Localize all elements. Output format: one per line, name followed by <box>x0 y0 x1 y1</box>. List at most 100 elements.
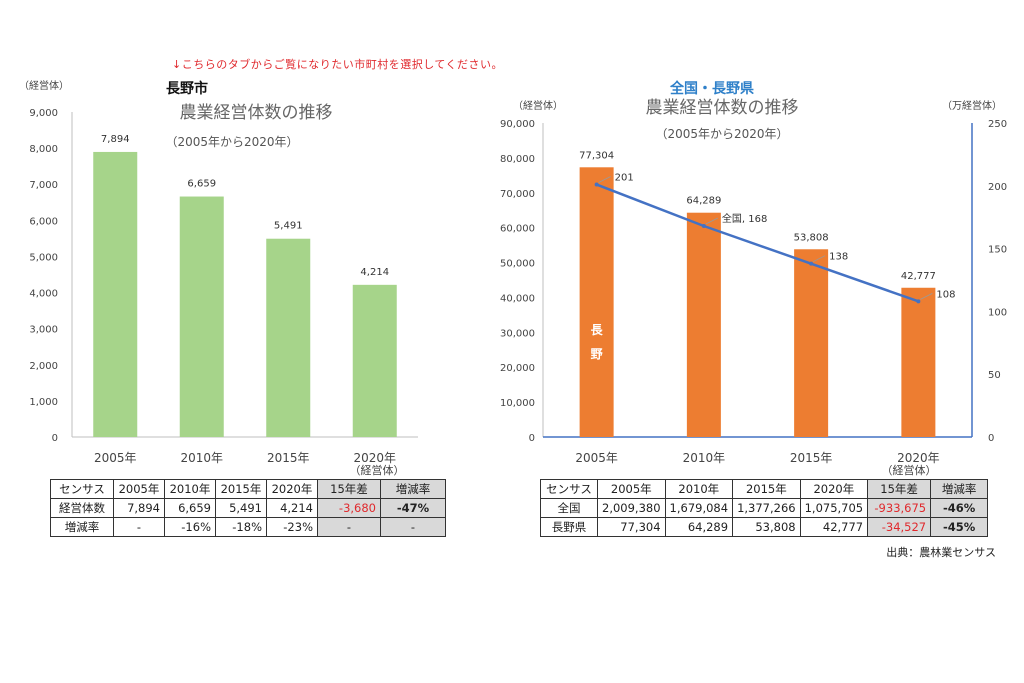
y-tick-label: 10,000 <box>500 398 535 409</box>
line-point <box>701 223 706 228</box>
leader-line <box>598 176 611 183</box>
table-row: 長野県 77,304 64,289 53,808 42,777 -34,527 … <box>540 517 989 537</box>
table-cell: -46% <box>930 498 989 518</box>
right-chart-heading: 全国・長野県 <box>670 81 754 97</box>
table-header-cell: 増減率 <box>380 479 446 499</box>
line-value-label: 138 <box>829 252 848 263</box>
y2-tick-label: 150 <box>988 245 1007 256</box>
left-data-table: センサス 2005年 2010年 2015年 2020年 15年差 増減率 経営… <box>50 479 446 537</box>
x-tick-label: 2005年 <box>575 451 618 465</box>
line-value-label: 全国, 168 <box>722 212 767 225</box>
y-tick-label: 2,000 <box>29 361 58 372</box>
table-cell: 長野県 <box>540 517 598 537</box>
line-point <box>916 299 921 304</box>
y-tick-label: 8,000 <box>29 144 58 155</box>
bar-value-label: 77,304 <box>579 150 614 161</box>
table-header-row: センサス 2005年 2010年 2015年 2020年 15年差 増減率 <box>50 479 446 499</box>
table-cell: -23% <box>266 517 318 537</box>
x-tick-label: 2020年 <box>897 451 940 465</box>
left-chart-heading: 長野市 <box>166 81 208 97</box>
y-tick-label: 20,000 <box>500 363 535 374</box>
leader-line <box>705 217 719 225</box>
table-cell: 42,777 <box>799 517 869 537</box>
y-tick-label: 5,000 <box>29 252 58 263</box>
table-header-cell: 15年差 <box>867 479 932 499</box>
table-cell: -3,680 <box>317 498 381 518</box>
bar <box>686 212 721 437</box>
table-cell: 77,304 <box>597 517 666 537</box>
line-point <box>809 261 814 266</box>
table-cell: 53,808 <box>732 517 801 537</box>
table-cell: -45% <box>930 517 989 537</box>
y2-tick-label: 100 <box>988 307 1007 318</box>
chart-subtitle: （2005年から2020年） <box>655 127 788 141</box>
y-tick-label: 0 <box>52 433 58 444</box>
y-tick-label: 7,000 <box>29 180 58 191</box>
line-value-label: 108 <box>936 289 955 300</box>
bar-value-label: 7,894 <box>101 134 130 145</box>
leader-line <box>812 255 826 263</box>
table-header-cell: 2010年 <box>164 479 216 499</box>
bar <box>794 249 829 437</box>
table-cell: 6,659 <box>164 498 216 518</box>
y-tick-label: 40,000 <box>500 293 535 304</box>
y-tick-label: 4,000 <box>29 289 58 300</box>
bar <box>179 196 224 437</box>
table-header-cell: 増減率 <box>930 479 989 499</box>
table-cell: 1,075,705 <box>799 498 869 518</box>
table-cell: 全国 <box>540 498 598 518</box>
x-axis-unit: （経営体） <box>350 463 405 477</box>
bar-value-label: 42,777 <box>901 271 936 282</box>
table-cell: -933,675 <box>867 498 932 518</box>
chart-title: 農業経営体数の推移 <box>646 98 799 118</box>
table-row: 増減率 - -16% -18% -23% - - <box>50 517 446 537</box>
line-point <box>594 182 599 187</box>
table-cell: -34,527 <box>867 517 932 537</box>
y-tick-label: 50,000 <box>500 259 535 270</box>
bar <box>579 167 614 438</box>
table-header-cell: センサス <box>540 479 598 499</box>
y-tick-label: 9,000 <box>29 108 58 119</box>
table-row: 経営体数 7,894 6,659 5,491 4,214 -3,680 -47% <box>50 498 446 518</box>
right-data-table: センサス 2005年 2010年 2015年 2020年 15年差 増減率 全国… <box>540 479 989 537</box>
x-tick-label: 2015年 <box>267 451 310 465</box>
table-cell: -16% <box>164 517 216 537</box>
y-tick-label: 80,000 <box>500 154 535 165</box>
table-header-cell: 2020年 <box>266 479 318 499</box>
leader-line <box>920 292 933 300</box>
bar-value-label: 5,491 <box>274 221 303 232</box>
y2-axis-unit: （万経営体） <box>942 99 1002 112</box>
table-cell: -47% <box>380 498 446 518</box>
table-header-cell: センサス <box>50 479 114 499</box>
table-cell: 1,377,266 <box>732 498 801 518</box>
table-header-row: センサス 2005年 2010年 2015年 2020年 15年差 増減率 <box>540 479 989 499</box>
bar-value-label: 6,659 <box>187 179 216 190</box>
bar-value-label: 53,808 <box>794 232 829 243</box>
y2-tick-label: 200 <box>988 182 1007 193</box>
y-tick-label: 90,000 <box>500 119 535 130</box>
bar <box>266 238 311 437</box>
x-tick-label: 2015年 <box>790 451 833 465</box>
y-tick-label: 30,000 <box>500 328 535 339</box>
table-cell: 2,009,380 <box>597 498 666 518</box>
bar-inner-label: 長 <box>591 322 604 337</box>
chart-subtitle: （2005年から2020年） <box>165 135 298 149</box>
table-cell: 1,679,084 <box>664 498 734 518</box>
x-tick-label: 2010年 <box>180 451 223 465</box>
series-line <box>596 183 919 303</box>
y2-tick-label: 0 <box>988 433 994 444</box>
x-tick-label: 2010年 <box>683 451 726 465</box>
y-axis-unit: （経営体） <box>19 79 69 92</box>
bar <box>352 284 397 437</box>
y-tick-label: 60,000 <box>500 224 535 235</box>
y2-tick-label: 250 <box>988 119 1007 130</box>
y2-tick-label: 50 <box>988 370 1001 381</box>
y-axis-unit: （経営体） <box>513 99 563 112</box>
table-cell: 増減率 <box>50 517 114 537</box>
chart-title: 農業経営体数の推移 <box>180 103 333 123</box>
table-header-cell: 2015年 <box>215 479 267 499</box>
table-cell: 64,289 <box>664 517 734 537</box>
table-cell: - <box>380 517 446 537</box>
bar-value-label: 64,289 <box>686 196 721 207</box>
